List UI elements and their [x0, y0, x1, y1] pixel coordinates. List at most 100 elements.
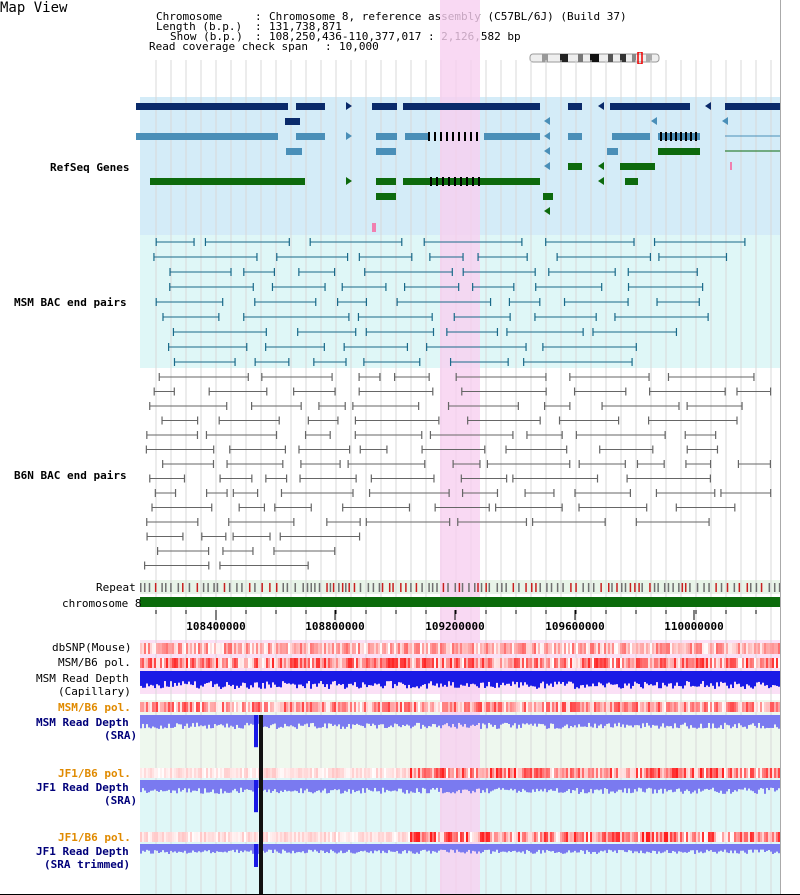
depth-bar [310, 671, 312, 689]
depth-bar [330, 715, 332, 724]
heat-cell [592, 702, 594, 712]
depth-bar [754, 844, 756, 850]
repeat-mark [353, 583, 356, 592]
depth-bar [210, 671, 212, 682]
heat-cell [436, 643, 438, 654]
heat-cell [242, 832, 244, 842]
depth-bar [384, 780, 386, 793]
heat-cell [468, 768, 470, 778]
heat-cell [316, 658, 318, 668]
depth-bar [196, 780, 198, 792]
heat-cell [622, 702, 624, 712]
heat-cell [332, 832, 334, 842]
heat-cell [616, 832, 618, 842]
heat-cell [608, 768, 610, 778]
depth-bar [322, 844, 324, 851]
depth-bar [166, 780, 168, 791]
heat-cell [356, 643, 358, 654]
depth-bar [450, 671, 452, 686]
repeat-mark [188, 583, 191, 592]
depth-bar [150, 780, 152, 791]
heat-cell [266, 702, 268, 712]
depth-bar [504, 671, 506, 686]
heat-cell [584, 702, 586, 712]
heat-cell [516, 832, 518, 842]
heat-cell [416, 658, 418, 668]
depth-bar [210, 780, 212, 792]
heat-cell [490, 658, 492, 668]
track-label-refseq[interactable]: RefSeq Genes [50, 161, 130, 174]
depth-bar [708, 671, 710, 687]
heat-cell [776, 832, 778, 842]
heat-cell [700, 658, 702, 668]
depth-bar [184, 780, 186, 789]
depth-bar [602, 844, 604, 852]
depth-bar [494, 715, 496, 725]
heat-cell [236, 702, 238, 712]
repeat-mark [570, 583, 572, 592]
heat-cell [588, 702, 590, 712]
heat-cell [664, 702, 666, 712]
heat-cell [472, 832, 474, 842]
heat-cell [562, 643, 564, 654]
depth-bar [232, 844, 234, 850]
heat-cell [326, 643, 328, 654]
depth-bar [688, 780, 690, 792]
depth-bar [702, 715, 704, 729]
heat-cell [266, 658, 268, 668]
depth-bar [354, 715, 356, 726]
depth-bar [594, 844, 596, 852]
repeat-mark [773, 583, 776, 592]
heat-cell [268, 832, 270, 842]
depth-bar [334, 671, 336, 681]
depth-bar [544, 715, 546, 726]
heat-cell [372, 768, 374, 778]
depth-bar [778, 844, 780, 854]
track-label-b6n-bac[interactable]: B6N BAC end pairs [14, 469, 127, 482]
depth-bar [652, 715, 654, 725]
heat-cell [344, 702, 346, 712]
heat-cell [396, 768, 398, 778]
depth-bar [706, 780, 708, 789]
heat-cell [454, 658, 456, 668]
heat-cell [708, 768, 710, 778]
depth-bar [648, 844, 650, 853]
repeat-mark [359, 583, 362, 592]
depth-bar [506, 671, 508, 684]
depth-bar [416, 671, 418, 687]
heat-cell [630, 832, 632, 842]
heat-cell [280, 768, 282, 778]
heat-cell [178, 643, 180, 654]
depth-bar [682, 844, 684, 853]
depth-bar [574, 844, 576, 851]
depth-bar [614, 844, 616, 851]
depth-bar [606, 844, 608, 853]
heat-cell [334, 702, 336, 712]
heat-cell [632, 832, 634, 842]
heat-cell [408, 658, 410, 668]
heat-cell [560, 832, 562, 842]
depth-bar [510, 780, 512, 789]
depth-bar [744, 671, 746, 689]
heat-cell [180, 643, 182, 654]
heat-cell [560, 658, 562, 668]
heat-cell [702, 702, 704, 712]
chromosome-ideogram[interactable] [528, 52, 663, 64]
heat-cell [520, 658, 522, 668]
heat-cell [382, 768, 384, 778]
depth-bar [556, 780, 558, 789]
depth-bar [414, 715, 416, 726]
depth-bar [666, 844, 668, 851]
heat-cell [730, 832, 732, 842]
repeat-mark [454, 583, 457, 592]
exon-mark [448, 177, 450, 186]
heat-cell [216, 832, 218, 842]
track-label-msm-bac[interactable]: MSM BAC end pairs [14, 296, 127, 309]
depth-bar [774, 844, 776, 853]
heat-cell [288, 702, 290, 712]
heat-cell [684, 768, 686, 778]
heat-cell [648, 658, 650, 668]
right-scroll-frame[interactable] [780, 0, 800, 894]
depth-bar [626, 844, 628, 853]
